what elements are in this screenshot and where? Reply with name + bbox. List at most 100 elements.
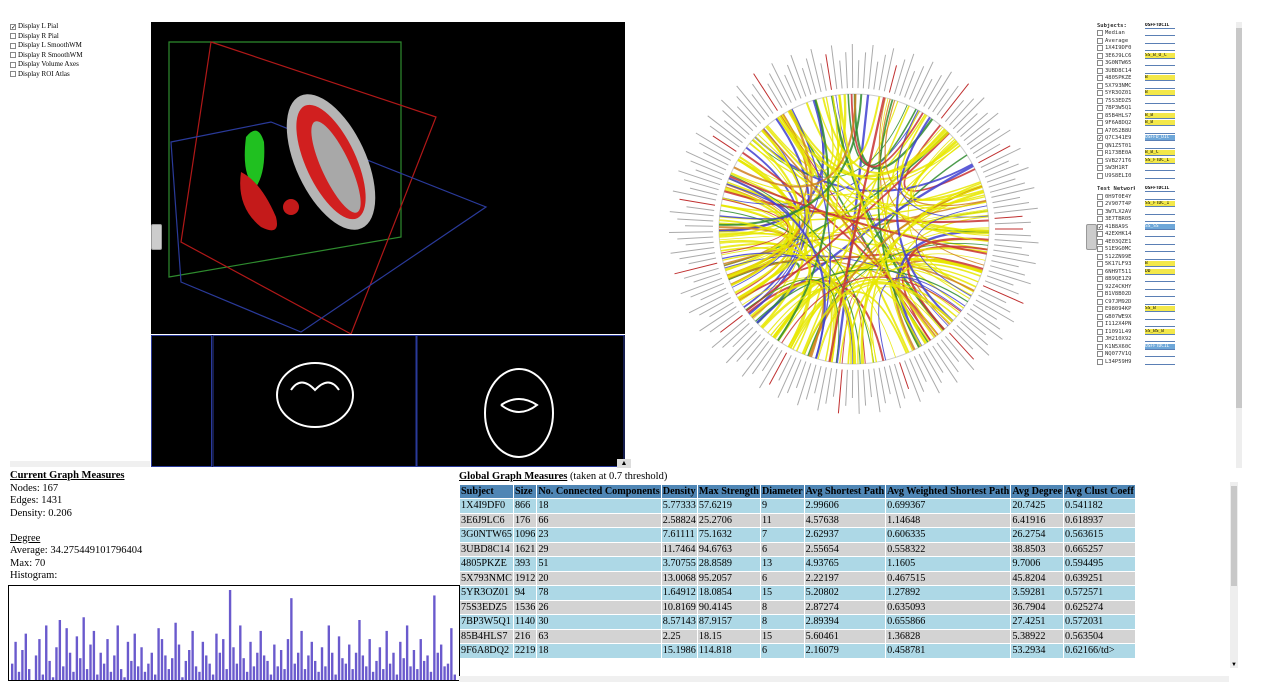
- left-horizontal-scrollbar[interactable]: [10, 461, 150, 467]
- node-label-mark[interactable]: [679, 198, 716, 206]
- node-label-mark[interactable]: [709, 301, 734, 318]
- chord-link[interactable]: [906, 237, 989, 331]
- node-label-mark[interactable]: [721, 99, 754, 132]
- node-label-mark[interactable]: [709, 125, 740, 148]
- node-label-mark[interactable]: [820, 63, 827, 91]
- node-label-mark[interactable]: [923, 351, 942, 384]
- subject-tag-input[interactable]: [1145, 173, 1175, 179]
- node-label-mark[interactable]: [993, 249, 1030, 256]
- subject-item[interactable]: SVB271T6 SS_FTDC_L: [1097, 157, 1235, 165]
- right-panel-resize-handle[interactable]: [1086, 224, 1097, 250]
- node-label-mark[interactable]: [669, 211, 714, 217]
- node-label-mark[interactable]: [966, 312, 1003, 340]
- chord-link[interactable]: [878, 97, 985, 266]
- display-option-0[interactable]: ✓ Display L Pial: [10, 22, 83, 32]
- subject-tag-input[interactable]: B_B: [1145, 120, 1175, 127]
- chord-link[interactable]: [720, 209, 861, 364]
- node-label-mark[interactable]: [904, 360, 921, 402]
- checkbox[interactable]: [1097, 328, 1103, 335]
- chord-link[interactable]: [725, 126, 943, 272]
- test-network-item[interactable]: B1V8B02D: [1097, 291, 1235, 299]
- chord-link[interactable]: [915, 205, 988, 297]
- test-network-item[interactable]: K1N5X60C OSFFTDCIL: [1097, 343, 1235, 351]
- chord-link[interactable]: [754, 136, 973, 192]
- checkbox[interactable]: [1097, 291, 1103, 298]
- node-label-mark[interactable]: [699, 306, 737, 332]
- node-label-mark[interactable]: [699, 142, 732, 161]
- collapse-up-icon[interactable]: ▲: [617, 459, 631, 468]
- node-label-mark[interactable]: [677, 236, 714, 240]
- node-label-mark[interactable]: [736, 96, 761, 124]
- brain-3d-viewer[interactable]: [151, 22, 625, 334]
- brain-3d-render[interactable]: [151, 22, 625, 334]
- chord-link[interactable]: [838, 94, 928, 344]
- test-network-item[interactable]: 512ZN99E: [1097, 253, 1235, 261]
- column-header[interactable]: Avg Weighted Shortest Path: [886, 485, 1011, 498]
- chord-link[interactable]: [779, 115, 950, 178]
- node-label-mark[interactable]: [994, 244, 1022, 249]
- column-header[interactable]: Diameter: [760, 485, 804, 498]
- subject-item[interactable]: 1X4I9DF0: [1097, 45, 1235, 53]
- subject-item[interactable]: 5X793NMC: [1097, 82, 1235, 90]
- checkbox[interactable]: [10, 52, 16, 59]
- node-label-mark[interactable]: [777, 357, 797, 398]
- node-label-mark[interactable]: [746, 337, 765, 361]
- column-header[interactable]: Size: [513, 485, 537, 498]
- node-label-mark[interactable]: [894, 59, 906, 95]
- chord-link[interactable]: [719, 183, 790, 220]
- checkbox[interactable]: [1097, 208, 1103, 215]
- node-label-mark[interactable]: [845, 52, 848, 89]
- node-label-mark[interactable]: [945, 335, 975, 371]
- subject-tag-input[interactable]: [1145, 209, 1175, 215]
- node-label-mark[interactable]: [862, 52, 867, 89]
- node-label-mark[interactable]: [690, 160, 725, 176]
- chord-link[interactable]: [899, 114, 984, 201]
- column-header[interactable]: Subject: [460, 485, 513, 498]
- test-network-item[interactable]: 5K17LF93 B: [1097, 261, 1235, 269]
- test-network-item[interactable]: E98094KP SS_B: [1097, 306, 1235, 314]
- subject-tag-input[interactable]: [1145, 30, 1175, 37]
- checkbox[interactable]: [1097, 52, 1103, 59]
- test-network-item[interactable]: 0H9T0E4Y: [1097, 193, 1235, 201]
- node-label-mark[interactable]: [679, 252, 716, 260]
- node-label-mark[interactable]: [868, 369, 872, 398]
- node-label-mark[interactable]: [918, 78, 933, 105]
- node-label-mark[interactable]: [790, 54, 807, 97]
- node-label-mark[interactable]: [980, 147, 1021, 168]
- subject-tag-input[interactable]: [1145, 321, 1175, 328]
- node-label-mark[interactable]: [693, 272, 721, 283]
- node-label-mark[interactable]: [982, 160, 1009, 173]
- node-label-mark[interactable]: [992, 254, 1036, 265]
- node-label-mark[interactable]: [986, 167, 1029, 183]
- chord-link[interactable]: [721, 245, 790, 279]
- test-network-item[interactable]: I112X4PN: [1097, 321, 1235, 329]
- chord-link[interactable]: [795, 95, 840, 352]
- node-label-mark[interactable]: [795, 361, 807, 389]
- subject-tag-input[interactable]: [1145, 254, 1175, 260]
- chord-link[interactable]: [728, 177, 826, 359]
- node-label-mark[interactable]: [888, 365, 901, 409]
- checkbox[interactable]: [1097, 82, 1103, 89]
- subject-tag-input[interactable]: OSFFD_DIC: [1145, 135, 1175, 142]
- node-label-mark[interactable]: [736, 334, 761, 362]
- node-label-mark[interactable]: [988, 178, 1016, 188]
- subject-item[interactable]: 9F6A8DQ2 B_B: [1097, 120, 1235, 128]
- node-label-mark[interactable]: [969, 308, 1001, 330]
- node-label-mark[interactable]: [952, 328, 974, 350]
- node-label-mark[interactable]: [857, 60, 860, 89]
- checkbox[interactable]: [1097, 172, 1103, 179]
- subject-tag-input[interactable]: [1145, 165, 1175, 172]
- subject-tag-input[interactable]: OSFFTDCIL: [1145, 343, 1175, 350]
- node-label-mark[interactable]: [940, 83, 969, 119]
- node-label-mark[interactable]: [677, 218, 714, 222]
- node-label-mark[interactable]: [932, 88, 949, 113]
- subject-item[interactable]: 5YR3OZ01 B: [1097, 90, 1235, 98]
- node-label-mark[interactable]: [927, 71, 952, 110]
- display-option-1[interactable]: Display R Pial: [10, 32, 83, 42]
- subject-tag-input[interactable]: [1145, 45, 1175, 52]
- node-label-mark[interactable]: [689, 187, 718, 196]
- checkbox[interactable]: [1097, 231, 1103, 238]
- node-label-mark[interactable]: [810, 48, 822, 93]
- test-network-item[interactable]: L34P59H9: [1097, 358, 1235, 366]
- subject-item[interactable]: 75S3EDZ5: [1097, 97, 1235, 105]
